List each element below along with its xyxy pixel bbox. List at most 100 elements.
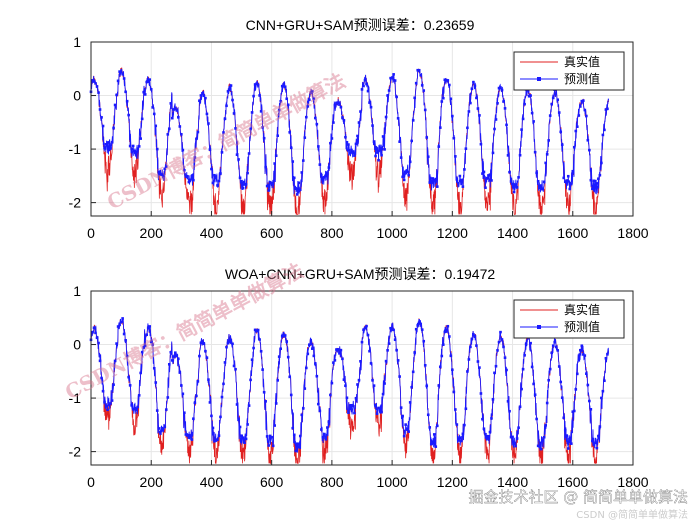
predicted-point xyxy=(288,375,292,379)
predicted-point xyxy=(461,432,465,436)
predicted-point xyxy=(140,117,144,121)
predicted-point xyxy=(270,181,273,185)
predicted-point xyxy=(562,416,566,420)
predicted-point xyxy=(318,409,322,413)
predicted-point xyxy=(407,173,410,177)
x-tick-label: 0 xyxy=(87,474,95,490)
predicted-point xyxy=(506,400,510,403)
predicted-point xyxy=(434,445,438,448)
predicted-point xyxy=(420,328,424,331)
predicted-point xyxy=(175,109,179,112)
predicted-point xyxy=(282,83,286,86)
predicted-point xyxy=(112,383,115,386)
predicted-point xyxy=(560,396,564,400)
predicted-point xyxy=(514,183,517,187)
predicted-point xyxy=(520,387,523,391)
predicted-point xyxy=(386,94,389,97)
predicted-point xyxy=(396,117,400,120)
predicted-point xyxy=(387,342,391,345)
predicted-point xyxy=(214,439,218,442)
predicted-point xyxy=(417,322,421,325)
predicted-point xyxy=(536,444,540,448)
predicted-point xyxy=(493,371,496,375)
predicted-point xyxy=(101,124,105,128)
predicted-point xyxy=(401,414,404,418)
predicted-point xyxy=(374,154,377,158)
predicted-point xyxy=(446,79,450,82)
predicted-point xyxy=(193,156,197,159)
predicted-point xyxy=(502,345,505,349)
predicted-point xyxy=(366,89,370,93)
predicted-point xyxy=(91,79,94,82)
predicted-point xyxy=(137,394,141,397)
predicted-point xyxy=(428,181,432,184)
predicted-point xyxy=(211,426,215,430)
predicted-point xyxy=(157,427,161,430)
predicted-point xyxy=(184,433,188,436)
predicted-point xyxy=(530,111,534,115)
top-plot-legend-box xyxy=(513,51,625,91)
predicted-point xyxy=(271,182,275,186)
predicted-point xyxy=(175,354,179,358)
predicted-point xyxy=(389,326,392,330)
predicted-point xyxy=(429,442,433,446)
predicted-point xyxy=(294,187,298,191)
predicted-point xyxy=(575,372,579,376)
predicted-point xyxy=(226,90,230,93)
predicted-point xyxy=(103,400,106,404)
predicted-point xyxy=(228,88,231,92)
predicted-point xyxy=(481,172,484,175)
predicted-point xyxy=(404,423,407,426)
predicted-point xyxy=(594,441,597,445)
predicted-point xyxy=(163,425,167,429)
predicted-point xyxy=(208,148,212,151)
predicted-point xyxy=(359,360,362,363)
predicted-point xyxy=(154,124,158,128)
predicted-point xyxy=(267,189,270,192)
predicted-point xyxy=(454,155,457,158)
predicted-point xyxy=(202,94,206,98)
predicted-point xyxy=(205,356,209,359)
predicted-point xyxy=(532,120,535,123)
predicted-point xyxy=(270,435,273,439)
predicted-point xyxy=(357,378,361,382)
predicted-point xyxy=(572,145,576,149)
predicted-point xyxy=(476,360,480,363)
predicted-point xyxy=(166,396,170,399)
predicted-point xyxy=(207,378,210,381)
predicted-point xyxy=(386,349,389,352)
predicted-point xyxy=(222,382,225,386)
predicted-point xyxy=(387,89,391,92)
y-tick-label: -1 xyxy=(69,390,82,406)
predicted-point xyxy=(463,168,466,171)
predicted-point xyxy=(110,140,114,144)
predicted-point xyxy=(481,417,484,421)
top-plot-axes-frame xyxy=(90,41,634,217)
predicted-point xyxy=(339,348,343,352)
predicted-point xyxy=(476,107,480,110)
predicted-point xyxy=(479,392,483,395)
predicted-point xyxy=(193,401,197,405)
predicted-point xyxy=(371,379,374,382)
predicted-point xyxy=(411,119,415,122)
predicted-point xyxy=(443,330,447,334)
predicted-point xyxy=(285,97,289,101)
predicted-point xyxy=(464,407,468,411)
predicted-point xyxy=(563,180,567,183)
predicted-point xyxy=(280,334,284,338)
x-tick-label: 1800 xyxy=(617,474,648,490)
predicted-point xyxy=(467,110,471,113)
predicted-point xyxy=(186,175,189,178)
predicted-point xyxy=(405,170,409,174)
predicted-point xyxy=(121,72,124,76)
predicted-point xyxy=(356,134,359,138)
predicted-point xyxy=(169,102,173,105)
predicted-point xyxy=(321,435,325,439)
predicted-point xyxy=(485,177,489,180)
y-tick-label: 1 xyxy=(73,283,81,299)
predicted-point xyxy=(196,380,200,383)
predicted-point xyxy=(601,133,605,137)
predicted-point xyxy=(571,410,575,413)
predicted-point xyxy=(329,393,332,397)
